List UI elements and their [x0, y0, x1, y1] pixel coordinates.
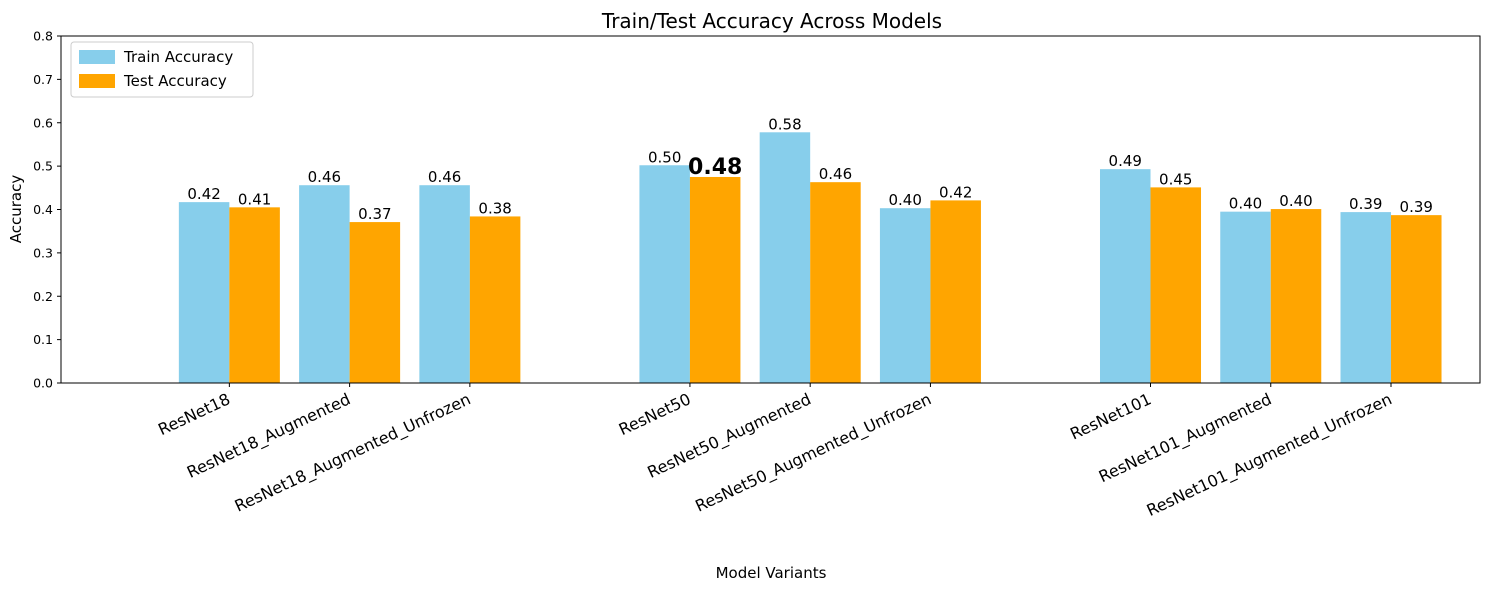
test-value-label-2: 0.38	[478, 199, 511, 217]
train-value-label-6: 0.49	[1109, 152, 1142, 170]
bars-group	[178, 132, 1442, 383]
test-value-label-4: 0.46	[819, 165, 852, 183]
test-bar-2	[469, 216, 521, 383]
test-bar-8	[1391, 215, 1442, 383]
x-tick-label-3: ResNet50	[616, 389, 694, 439]
y-tick-label-1: 0.1	[33, 332, 53, 347]
test-value-label-8: 0.39	[1400, 198, 1433, 216]
train-value-label-3: 0.50	[648, 148, 681, 166]
y-tick-label-6: 0.6	[33, 115, 53, 130]
train-value-label-8: 0.39	[1349, 195, 1382, 213]
x-axis: ResNet18ResNet18_AugmentedResNet18_Augme…	[155, 383, 1395, 521]
y-tick-label-5: 0.5	[33, 159, 53, 174]
test-value-label-0: 0.41	[238, 190, 271, 208]
y-axis-label: Accuracy	[7, 175, 25, 244]
train-bar-0	[178, 202, 230, 383]
y-tick-label-4: 0.4	[33, 202, 53, 217]
y-tick-label-0: 0.0	[33, 376, 53, 391]
test-value-label-5: 0.42	[939, 183, 972, 201]
x-tick-label-8: ResNet101_Augmented_Unfrozen	[1144, 389, 1395, 520]
test-value-label-6: 0.45	[1159, 170, 1192, 188]
legend-swatch-test	[79, 74, 115, 88]
train-value-label-5: 0.40	[888, 191, 921, 209]
train-bar-6	[1099, 169, 1151, 383]
x-axis-label: Model Variants	[716, 564, 827, 582]
legend-label-test: Test Accuracy	[123, 72, 227, 90]
test-bar-0	[229, 207, 280, 383]
test-bar-5	[930, 200, 981, 383]
train-value-label-2: 0.46	[428, 168, 461, 186]
test-bar-6	[1150, 187, 1202, 383]
chart-title: Train/Test Accuracy Across Models	[601, 9, 942, 33]
value-labels-group: 0.42 0.46 0.46 0.50 0.58 0.40 0.49 0.40 0.39 0.41…	[187, 115, 1433, 223]
x-tick-label-0: ResNet18	[155, 389, 233, 439]
train-value-label-1: 0.46	[308, 168, 341, 186]
y-tick-label-7: 0.7	[33, 72, 53, 87]
train-bar-2	[419, 185, 470, 383]
x-tick-label-2: ResNet18_Augmented_Unfrozen	[232, 389, 474, 516]
test-value-label-1: 0.37	[358, 205, 391, 223]
train-value-label-0: 0.42	[187, 185, 220, 203]
test-bar-7	[1270, 209, 1322, 383]
train-bar-5	[879, 208, 931, 383]
train-bar-8	[1340, 212, 1392, 383]
train-bar-7	[1220, 211, 1271, 383]
test-bar-4	[810, 182, 861, 383]
train-bar-3	[639, 165, 690, 383]
test-value-label-7: 0.40	[1279, 192, 1312, 210]
x-tick-label-5: ResNet50_Augmented_Unfrozen	[692, 389, 934, 516]
train-value-label-7: 0.40	[1229, 195, 1262, 213]
y-tick-label-8: 0.8	[33, 29, 53, 44]
test-bar-3	[689, 176, 741, 383]
x-tick-label-6: ResNet101	[1067, 389, 1154, 443]
legend: Train Accuracy Test Accuracy	[70, 41, 254, 98]
test-value-label-3: 0.48	[688, 155, 742, 180]
legend-label-train: Train Accuracy	[123, 48, 233, 66]
y-axis: 0.0 0.1 0.2 0.3 0.4 0.5 0.6 0.7 0.8	[33, 29, 61, 391]
train-value-label-4: 0.58	[768, 115, 801, 133]
train-bar-1	[299, 185, 350, 383]
test-bar-1	[349, 222, 401, 383]
y-tick-label-3: 0.3	[33, 245, 53, 260]
legend-box	[70, 41, 254, 98]
legend-swatch-train	[79, 50, 115, 64]
y-tick-label-2: 0.2	[33, 289, 53, 304]
train-bar-4	[759, 132, 811, 383]
